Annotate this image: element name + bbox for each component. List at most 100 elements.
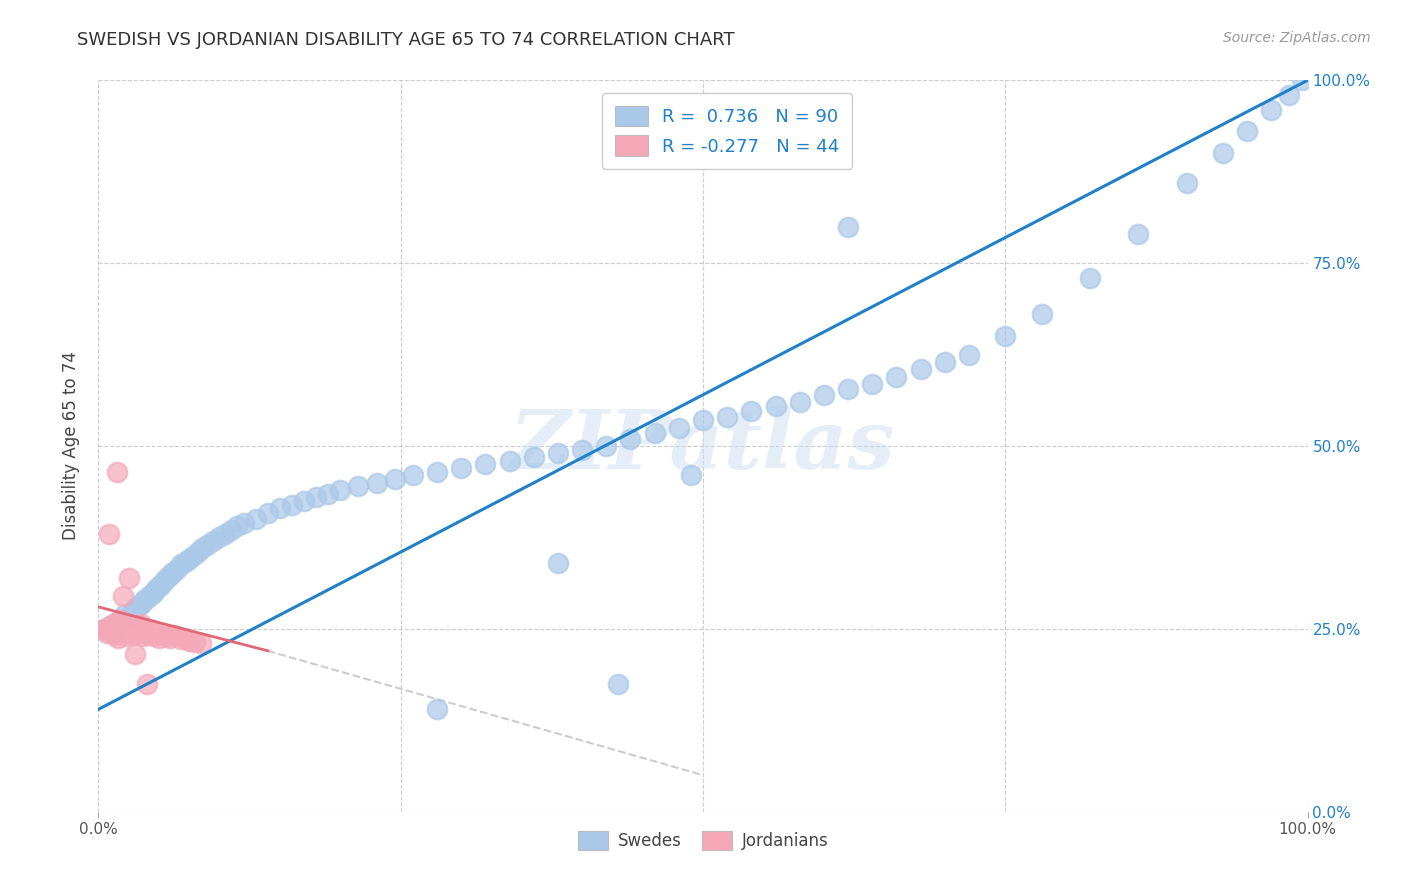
Point	[121, 628, 143, 642]
Point	[668, 421, 690, 435]
Point	[112, 617, 135, 632]
Point	[145, 625, 167, 640]
Text: SWEDISH VS JORDANIAN DISABILITY AGE 65 TO 74 CORRELATION CHART: SWEDISH VS JORDANIAN DISABILITY AGE 65 T…	[77, 31, 735, 49]
Point	[124, 624, 146, 638]
Point	[426, 702, 449, 716]
Point	[402, 468, 425, 483]
Point	[994, 329, 1017, 343]
Point	[523, 450, 546, 464]
Point	[159, 631, 181, 645]
Point	[329, 483, 352, 497]
Text: Source: ZipAtlas.com: Source: ZipAtlas.com	[1223, 31, 1371, 45]
Point	[221, 523, 243, 537]
Point	[426, 465, 449, 479]
Point	[118, 571, 141, 585]
Point	[128, 599, 150, 613]
Point	[910, 362, 932, 376]
Point	[1031, 307, 1053, 321]
Point	[111, 613, 134, 627]
Point	[547, 556, 569, 570]
Y-axis label: Disability Age 65 to 74: Disability Age 65 to 74	[62, 351, 80, 541]
Point	[208, 530, 231, 544]
Point	[498, 453, 520, 467]
Point	[108, 613, 131, 627]
Point	[245, 512, 267, 526]
Point	[101, 618, 124, 632]
Point	[101, 625, 124, 640]
Point	[316, 486, 339, 500]
Point	[169, 632, 191, 646]
Point	[135, 591, 157, 606]
Point	[191, 541, 214, 556]
Point	[934, 355, 956, 369]
Point	[155, 629, 177, 643]
Point	[118, 625, 141, 640]
Point	[145, 582, 167, 596]
Point	[232, 516, 254, 530]
Point	[226, 519, 249, 533]
Point	[128, 626, 150, 640]
Point	[143, 585, 166, 599]
Point	[157, 569, 180, 583]
Point	[135, 676, 157, 690]
Point	[152, 628, 174, 642]
Point	[174, 631, 197, 645]
Point	[860, 376, 883, 391]
Point	[281, 498, 304, 512]
Point	[195, 538, 218, 552]
Point	[162, 628, 184, 642]
Point	[1236, 124, 1258, 138]
Point	[190, 636, 212, 650]
Point	[148, 579, 170, 593]
Point	[305, 490, 328, 504]
Point	[181, 549, 204, 563]
Point	[117, 615, 139, 630]
Legend: Swedes, Jordanians: Swedes, Jordanians	[569, 822, 837, 858]
Point	[124, 648, 146, 662]
Point	[98, 620, 121, 634]
Point	[114, 629, 136, 643]
Point	[1175, 176, 1198, 190]
Point	[214, 526, 236, 541]
Point	[138, 589, 160, 603]
Point	[93, 622, 115, 636]
Point	[162, 565, 184, 579]
Point	[1260, 103, 1282, 117]
Point	[105, 615, 128, 629]
Point	[886, 369, 908, 384]
Point	[132, 629, 155, 643]
Point	[269, 501, 291, 516]
Point	[1212, 146, 1234, 161]
Point	[160, 567, 183, 582]
Point	[129, 617, 152, 632]
Point	[134, 592, 156, 607]
Point	[187, 545, 209, 559]
Point	[1278, 87, 1301, 102]
Point	[141, 587, 163, 601]
Point	[1128, 227, 1150, 241]
Text: ZIPatlas: ZIPatlas	[510, 406, 896, 486]
Point	[202, 534, 225, 549]
Point	[148, 631, 170, 645]
Point	[692, 413, 714, 427]
Point	[127, 599, 149, 614]
Point	[174, 555, 197, 569]
Point	[679, 468, 702, 483]
Point	[121, 606, 143, 620]
Point	[100, 624, 122, 638]
Point	[366, 475, 388, 490]
Point	[120, 622, 142, 636]
Point	[184, 635, 207, 649]
Point	[98, 526, 121, 541]
Point	[111, 589, 134, 603]
Point	[547, 446, 569, 460]
Point	[114, 607, 136, 622]
Point	[765, 399, 787, 413]
Point	[105, 465, 128, 479]
Point	[450, 461, 472, 475]
Point	[100, 618, 122, 632]
Point	[837, 382, 859, 396]
Point	[384, 472, 406, 486]
Point	[607, 676, 630, 690]
Point	[107, 631, 129, 645]
